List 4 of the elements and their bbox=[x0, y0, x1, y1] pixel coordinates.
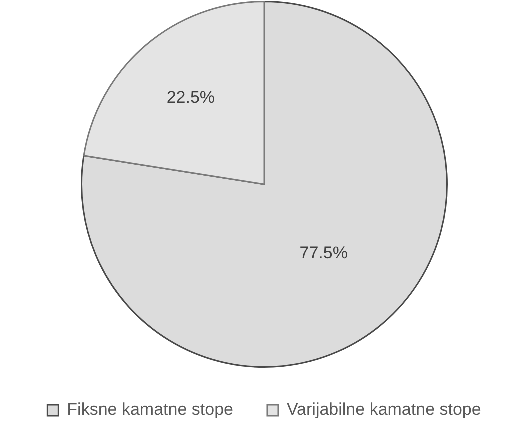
data-label: 22.5% bbox=[166, 88, 216, 108]
legend-label: Fiksne kamatne stope bbox=[67, 400, 234, 420]
data-label: 77.5% bbox=[300, 244, 348, 263]
legend-label: Varijabilne kamatne stope bbox=[286, 400, 482, 420]
